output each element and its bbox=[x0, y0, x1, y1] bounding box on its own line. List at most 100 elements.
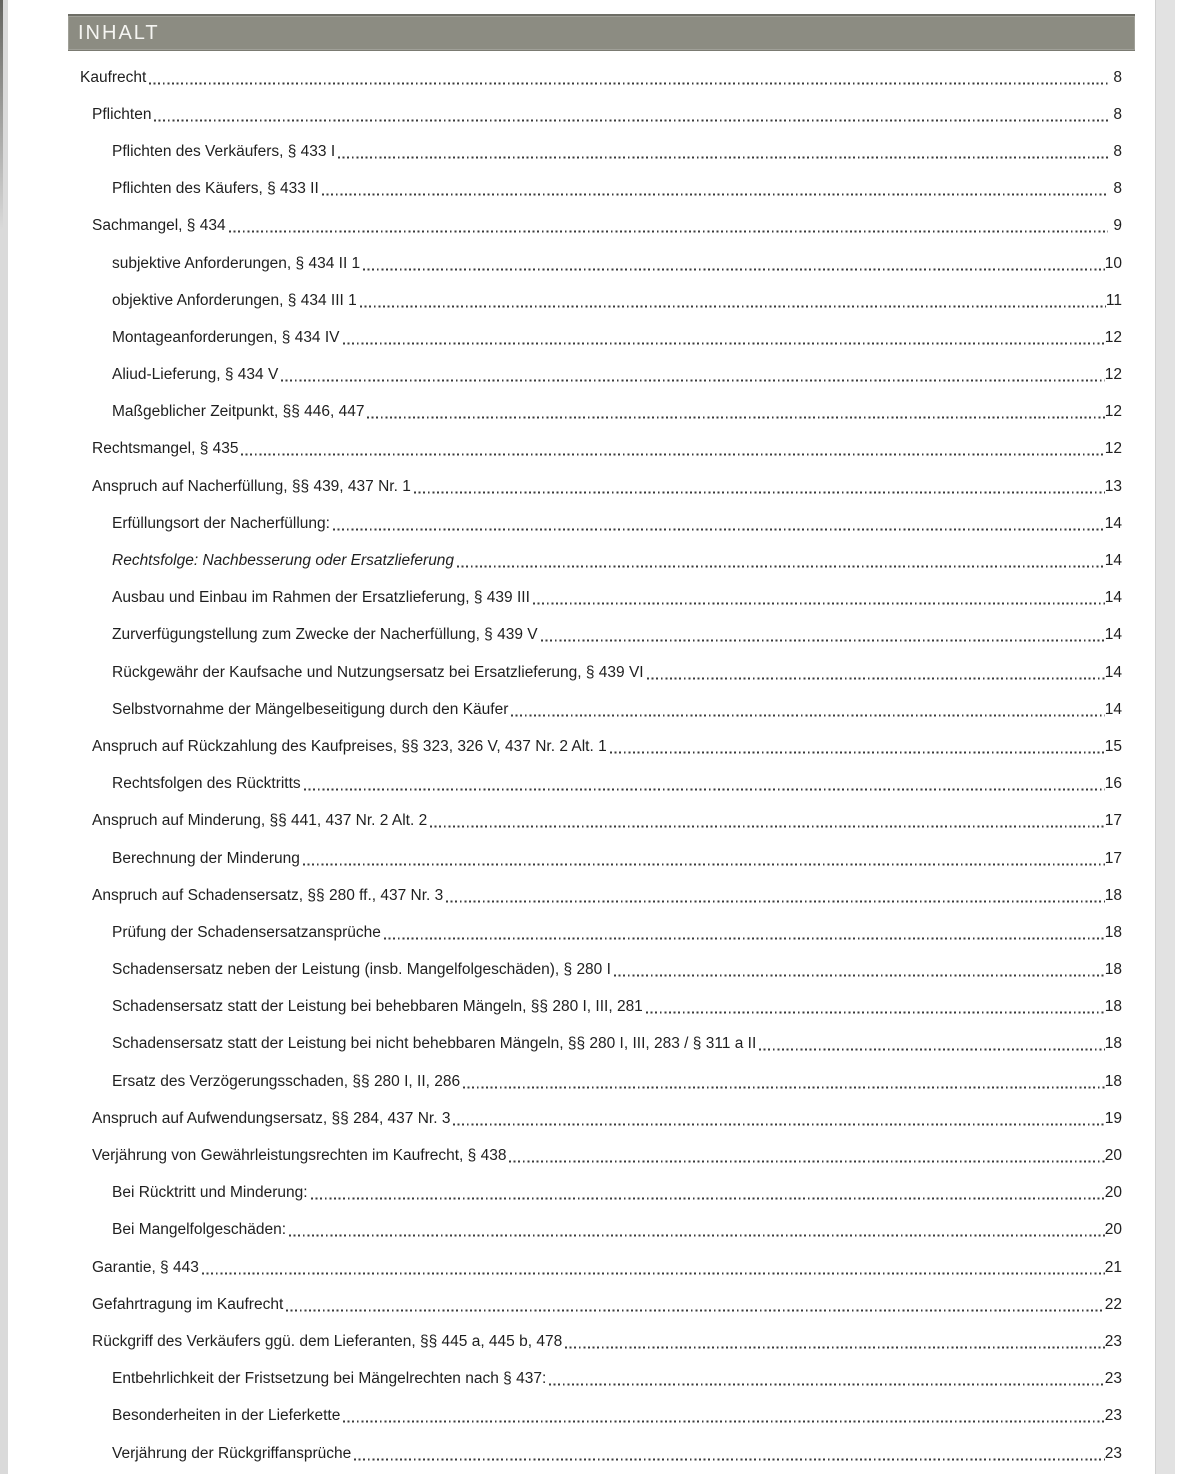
toc-entry-page: 12 bbox=[1104, 328, 1122, 346]
toc-entry-page: 14 bbox=[1104, 552, 1122, 570]
dot-leader bbox=[359, 305, 1106, 308]
toc-entry[interactable]: Kaufrecht 8 bbox=[68, 59, 1122, 96]
toc-entry-label: Schadensersatz statt der Leistung bei ni… bbox=[112, 1035, 757, 1053]
toc-title: INHALT bbox=[78, 21, 160, 44]
toc-entry[interactable]: Pflichten des Käufers, § 433 II 8 bbox=[68, 171, 1122, 208]
toc-entry-page: 14 bbox=[1104, 514, 1122, 532]
toc-entry-page: 17 bbox=[1104, 849, 1122, 867]
toc-entry[interactable]: Besonderheiten in der Lieferkette 23 bbox=[68, 1398, 1122, 1435]
toc-entry[interactable]: Rechtsfolge: Nachbesserung oder Ersatzli… bbox=[68, 542, 1122, 579]
dot-leader bbox=[532, 602, 1105, 605]
toc-entry[interactable]: Garantie, § 443 21 bbox=[68, 1249, 1122, 1286]
toc-entry-page: 20 bbox=[1104, 1147, 1122, 1165]
dot-leader bbox=[286, 1309, 1105, 1312]
dot-leader bbox=[367, 416, 1105, 419]
toc-entry[interactable]: Rückgriff des Verkäufers ggü. dem Liefer… bbox=[68, 1323, 1122, 1360]
toc-entry-label: Pflichten des Käufers, § 433 II bbox=[112, 180, 319, 198]
toc-entry-page: 18 bbox=[1104, 1072, 1122, 1090]
toc-entry-label: Schadensersatz neben der Leistung (insb.… bbox=[112, 961, 611, 979]
dot-leader bbox=[354, 1458, 1105, 1461]
toc-entry-page: 20 bbox=[1104, 1184, 1122, 1202]
toc-entry-label: Rechtsfolge: Nachbesserung oder Ersatzli… bbox=[112, 552, 455, 570]
toc-entry-page: 19 bbox=[1104, 1109, 1122, 1127]
toc-entry-label: Besonderheiten in der Lieferkette bbox=[112, 1407, 341, 1425]
toc-entry-label: Anspruch auf Minderung, §§ 441, 437 Nr. … bbox=[92, 812, 428, 830]
toc-entry[interactable]: Rückgewähr der Kaufsache und Nutzungsers… bbox=[68, 654, 1122, 691]
toc-entry-label: Gefahrtragung im Kaufrecht bbox=[92, 1295, 284, 1313]
toc-entry[interactable]: Entbehrlichkeit der Fristsetzung bei Män… bbox=[68, 1361, 1122, 1398]
toc-entry-page: 18 bbox=[1104, 961, 1122, 979]
toc-entry-page: 12 bbox=[1104, 366, 1122, 384]
toc-entry[interactable]: Erfüllungsort der Nacherfüllung: 14 bbox=[68, 505, 1122, 542]
toc-entry-page: 23 bbox=[1104, 1407, 1122, 1425]
toc-entry-page: 16 bbox=[1104, 775, 1122, 793]
dot-leader bbox=[338, 156, 1108, 159]
toc-entry[interactable]: Rechtsfolgen des Rücktritts 16 bbox=[68, 766, 1122, 803]
toc-entry[interactable]: Bei Rücktritt und Minderung: 20 bbox=[68, 1175, 1122, 1212]
dot-leader bbox=[446, 900, 1105, 903]
page-left-edge-shadow bbox=[0, 0, 3, 230]
dot-leader bbox=[565, 1346, 1105, 1349]
toc-entry-page: 8 bbox=[1113, 142, 1122, 160]
toc-entry[interactable]: objektive Anforderungen, § 434 III 1 11 bbox=[68, 282, 1122, 319]
toc-entry-label: Anspruch auf Schadensersatz, §§ 280 ff.,… bbox=[92, 886, 444, 904]
toc-entry-label: Pflichten des Verkäufers, § 433 I bbox=[112, 142, 336, 160]
toc-entry[interactable]: Selbstvornahme der Mängelbeseitigung dur… bbox=[68, 691, 1122, 728]
toc-entry[interactable]: Anspruch auf Nacherfüllung, §§ 439, 437 … bbox=[68, 468, 1122, 505]
toc-entry-page: 9 bbox=[1113, 217, 1122, 235]
toc-entry[interactable]: Anspruch auf Schadensersatz, §§ 280 ff.,… bbox=[68, 877, 1122, 914]
toc-entry[interactable]: Montageanforderungen, § 434 IV 12 bbox=[68, 319, 1122, 356]
page-left-edge bbox=[0, 0, 8, 1474]
toc-entry-label: Berechnung der Minderung bbox=[112, 849, 300, 867]
toc-entry[interactable]: Anspruch auf Minderung, §§ 441, 437 Nr. … bbox=[68, 803, 1122, 840]
toc-entry[interactable]: Zurverfügungstellung zum Zwecke der Nach… bbox=[68, 617, 1122, 654]
toc-entry[interactable]: subjektive Anforderungen, § 434 II 1 10 bbox=[68, 245, 1122, 282]
dot-leader bbox=[645, 1011, 1105, 1014]
dot-leader bbox=[303, 788, 1105, 791]
toc-entry-label: Anspruch auf Aufwendungsersatz, §§ 284, … bbox=[92, 1109, 451, 1127]
toc-entry-label: Entbehrlichkeit der Fristsetzung bei Män… bbox=[112, 1370, 547, 1388]
toc-entry-page: 8 bbox=[1113, 68, 1122, 86]
toc-entry[interactable]: Maßgeblicher Zeitpunkt, §§ 446, 447 12 bbox=[68, 394, 1122, 431]
dot-leader bbox=[430, 825, 1105, 828]
toc-entry-label: Schadensersatz statt der Leistung bei be… bbox=[112, 998, 643, 1016]
dot-leader bbox=[281, 379, 1105, 382]
toc-entry-page: 18 bbox=[1104, 1035, 1122, 1053]
toc-entry-page: 14 bbox=[1104, 700, 1122, 718]
toc-entry[interactable]: Schadensersatz statt der Leistung bei be… bbox=[68, 989, 1122, 1026]
toc-entry[interactable]: Anspruch auf Aufwendungsersatz, §§ 284, … bbox=[68, 1100, 1122, 1137]
toc-entry[interactable]: Bei Mangelfolgeschäden: 20 bbox=[68, 1212, 1122, 1249]
toc-entry-label: Garantie, § 443 bbox=[92, 1258, 199, 1276]
toc-entry-label: Erfüllungsort der Nacherfüllung: bbox=[112, 514, 330, 532]
toc-entry[interactable]: Sachmangel, § 434 9 bbox=[68, 208, 1122, 245]
toc-entry-page: 14 bbox=[1104, 626, 1122, 644]
toc-entry[interactable]: Rechtsmangel, § 435 12 bbox=[68, 431, 1122, 468]
toc-entry-label: Pflichten bbox=[92, 105, 152, 123]
toc-entry[interactable]: Verjährung von Gewährleistungsrechten im… bbox=[68, 1137, 1122, 1174]
toc-entry-page: 23 bbox=[1104, 1370, 1122, 1388]
toc-entry[interactable]: Anspruch auf Rückzahlung des Kaufpreises… bbox=[68, 728, 1122, 765]
toc-entry-label: Anspruch auf Rückzahlung des Kaufpreises… bbox=[92, 737, 607, 755]
toc-entry-page: 11 bbox=[1105, 291, 1122, 309]
toc-entry[interactable]: Ersatz des Verzögerungsschaden, §§ 280 I… bbox=[68, 1063, 1122, 1100]
dot-leader bbox=[342, 342, 1105, 345]
toc-entry[interactable]: Schadensersatz statt der Leistung bei ni… bbox=[68, 1026, 1122, 1063]
toc-entry[interactable]: Berechnung der Minderung 17 bbox=[68, 840, 1122, 877]
toc-entry-page: 21 bbox=[1104, 1258, 1122, 1276]
toc-entry[interactable]: Verjährung der Rückgriffansprüche 23 bbox=[68, 1435, 1122, 1472]
toc-entry-label: Kaufrecht bbox=[80, 68, 147, 86]
toc-entry[interactable]: Schadensersatz neben der Leistung (insb.… bbox=[68, 952, 1122, 989]
toc-entry-label: Rechtsfolgen des Rücktritts bbox=[112, 775, 301, 793]
dot-leader bbox=[363, 268, 1105, 271]
toc-entry[interactable]: Prüfung der Schadensersatzansprüche 18 bbox=[68, 914, 1122, 951]
toc-entry[interactable]: Pflichten des Verkäufers, § 433 I 8 bbox=[68, 133, 1122, 170]
toc-entry-page: 14 bbox=[1104, 663, 1122, 681]
toc-entry-label: Sachmangel, § 434 bbox=[92, 217, 226, 235]
dot-leader bbox=[383, 937, 1105, 940]
toc-entry[interactable]: Pflichten 8 bbox=[68, 96, 1122, 133]
toc-entry[interactable]: Gefahrtragung im Kaufrecht 22 bbox=[68, 1286, 1122, 1323]
toc-entry[interactable]: Aliud-Lieferung, § 434 V 12 bbox=[68, 357, 1122, 394]
toc-entry[interactable]: Ausbau und Einbau im Rahmen der Ersatzli… bbox=[68, 580, 1122, 617]
dot-leader bbox=[149, 82, 1108, 85]
toc-entry-label: Montageanforderungen, § 434 IV bbox=[112, 328, 340, 346]
